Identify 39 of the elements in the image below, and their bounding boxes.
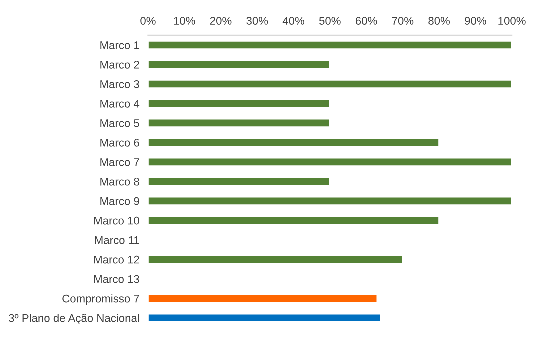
bar: [148, 196, 512, 206]
y-tick-label: Marco 3: [100, 80, 140, 88]
y-tick-label: Marco 7: [100, 158, 140, 166]
y-tick-label: Marco 6: [100, 138, 140, 147]
y-tick-label: Marco 4: [100, 100, 140, 108]
bar: [148, 157, 512, 167]
x-tick-label: 90%: [465, 17, 486, 25]
bar: [148, 60, 331, 70]
bar: [148, 254, 404, 264]
y-tick-label: Marco 1: [100, 42, 140, 50]
x-tick-label: 10%: [174, 17, 196, 25]
x-tick-label: 70%: [392, 17, 414, 25]
bar: [148, 176, 331, 186]
bar: [148, 79, 512, 90]
y-tick-label: 3º Plano de Ação Nacional: [9, 314, 140, 324]
x-tick-label: 20%: [210, 17, 232, 25]
y-tick-label: Marco 13: [94, 275, 140, 284]
bar: [148, 294, 378, 304]
y-tick-label: Marco 9: [100, 197, 140, 206]
bar: [148, 138, 440, 148]
y-tick-label: Marco 8: [100, 178, 140, 186]
x-tick-label: 0%: [140, 17, 156, 25]
y-tick-label: Marco 2: [100, 60, 140, 69]
x-tick-label: 60%: [356, 17, 378, 25]
x-tick-label: 40%: [282, 17, 304, 25]
x-tick-label: 100%: [498, 17, 526, 25]
bar: [148, 216, 440, 226]
bar: [148, 98, 331, 108]
x-tick-label: 80%: [428, 17, 450, 25]
y-tick-label: Marco 12: [94, 256, 140, 264]
x-tick-label: 50%: [319, 17, 341, 25]
y-tick-label: Marco 10: [94, 216, 140, 225]
y-tick-label: Compromisso 7: [62, 294, 140, 305]
y-tick-label: Marco 5: [100, 120, 140, 128]
x-tick-label: 30%: [246, 17, 268, 25]
bar: [148, 118, 331, 128]
y-tick-label: Marco 11: [95, 236, 140, 244]
bar: [148, 40, 512, 50]
bar: [148, 313, 382, 323]
